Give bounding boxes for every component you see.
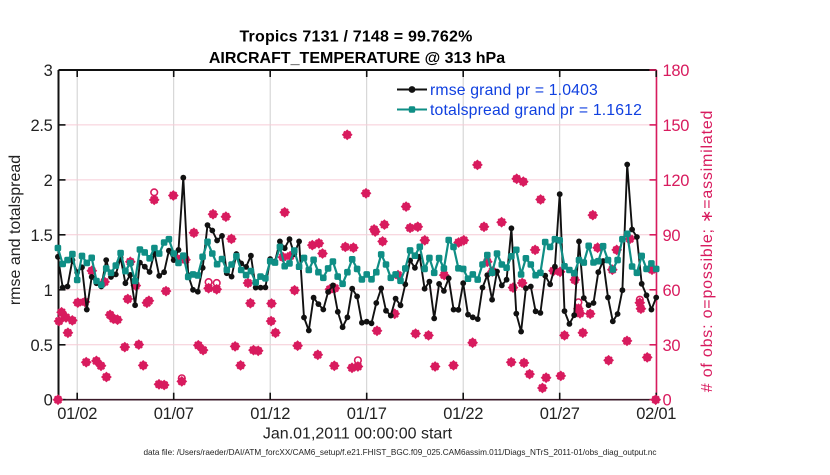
svg-text:01/27: 01/27: [540, 405, 580, 423]
svg-text:01/22: 01/22: [443, 405, 483, 423]
svg-text:Tropics 7131 / 7148 = 99.762%: Tropics 7131 / 7148 = 99.762%: [239, 29, 472, 46]
svg-text:30: 30: [663, 337, 681, 355]
svg-text:Jan.01,2011 00:00:00 start: Jan.01,2011 00:00:00 start: [263, 426, 453, 443]
svg-text:01/02: 01/02: [57, 405, 97, 423]
svg-text:3: 3: [44, 62, 53, 80]
svg-text:60: 60: [663, 282, 681, 300]
svg-text:AIRCRAFT_TEMPERATURE @ 313 hPa: AIRCRAFT_TEMPERATURE @ 313 hPa: [209, 50, 505, 67]
svg-text:01/07: 01/07: [154, 405, 194, 423]
svg-text:rmse grand pr = 1.0403: rmse grand pr = 1.0403: [430, 82, 598, 99]
svg-text:2: 2: [44, 172, 53, 190]
svg-text:180: 180: [663, 62, 690, 80]
svg-text:2.5: 2.5: [30, 117, 52, 135]
svg-text:01/12: 01/12: [250, 405, 290, 423]
svg-text:02/01: 02/01: [636, 405, 676, 423]
svg-text:0.5: 0.5: [30, 337, 52, 355]
svg-text:rmse and totalspread: rmse and totalspread: [7, 155, 24, 305]
svg-text:120: 120: [663, 172, 690, 190]
svg-text:# of obs: o=possible; ∗=assimi: # of obs: o=possible; ∗=assimilated: [699, 110, 716, 392]
svg-text:1: 1: [44, 282, 53, 300]
svg-text:1.5: 1.5: [30, 227, 52, 245]
svg-text:0: 0: [44, 392, 53, 410]
svg-text:150: 150: [663, 117, 690, 135]
svg-text:90: 90: [663, 227, 681, 245]
svg-text:0: 0: [663, 392, 672, 410]
svg-text:totalspread grand pr = 1.1612: totalspread grand pr = 1.1612: [430, 102, 642, 119]
svg-text:data file: /Users/raeder/DAI/A: data file: /Users/raeder/DAI/ATM_forcXX/…: [143, 448, 656, 457]
svg-text:01/17: 01/17: [347, 405, 387, 423]
